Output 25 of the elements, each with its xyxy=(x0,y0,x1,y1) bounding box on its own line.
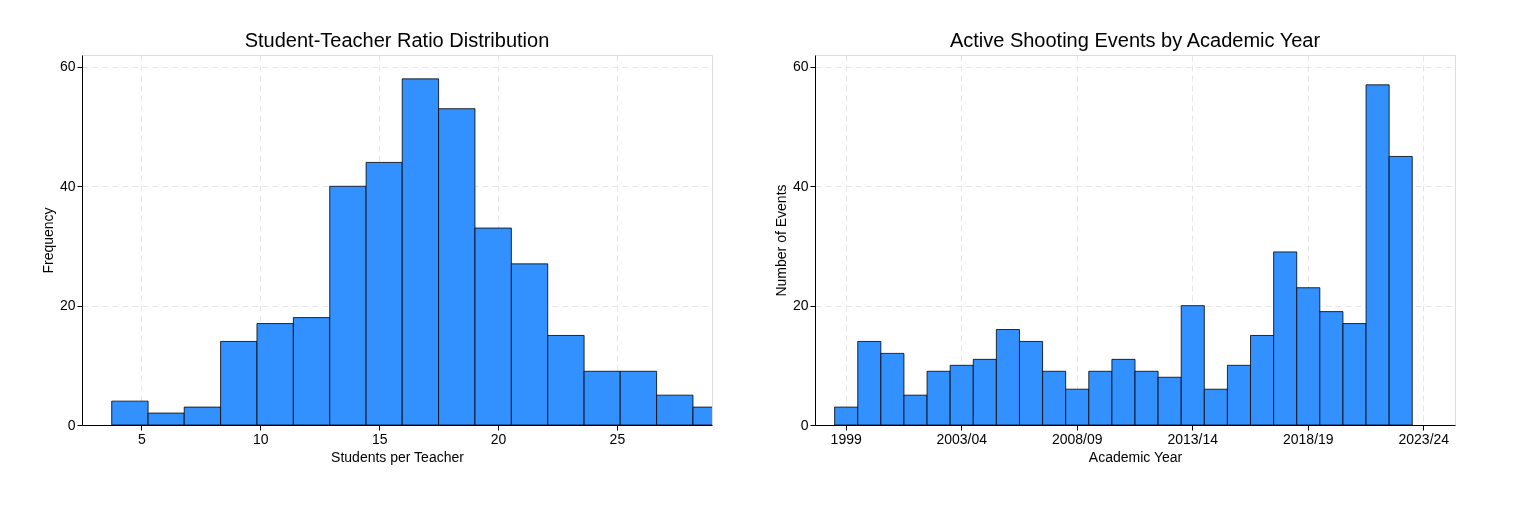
x-tick-label: 25 xyxy=(609,430,626,447)
x-tick-label: 2018/19 xyxy=(1282,430,1334,447)
chart-title: Active Shooting Events by Academic Year xyxy=(949,29,1321,51)
y-axis-title: Number of Events xyxy=(772,184,789,297)
y-tick-label: 60 xyxy=(792,58,809,75)
y-tick-label: 0 xyxy=(800,416,809,433)
x-tick-label: 20 xyxy=(490,430,507,447)
x-tick-label: 10 xyxy=(253,430,269,447)
x-tick-label: 2008/09 xyxy=(1051,430,1103,447)
x-tick-label: 1999 xyxy=(830,430,862,447)
y-tick-label: 20 xyxy=(59,297,76,314)
x-axis-title: Academic Year xyxy=(1088,448,1183,465)
x-tick-label: 2013/14 xyxy=(1167,430,1219,447)
y-tick-label: 40 xyxy=(59,177,76,194)
y-tick-label: 20 xyxy=(792,297,809,314)
x-axis-title: Students per Teacher xyxy=(331,448,465,465)
x-tick-label: 15 xyxy=(371,430,388,447)
x-tick-label: 5 xyxy=(138,430,147,447)
y-tick-label: 60 xyxy=(59,58,76,75)
y-axis-title: Frequency xyxy=(39,207,56,274)
x-tick-label: 2003/04 xyxy=(936,430,988,447)
y-tick-label: 0 xyxy=(67,416,76,433)
y-tick-label: 40 xyxy=(792,177,809,194)
chart-title: Student-Teacher Ratio Distribution xyxy=(244,29,550,51)
x-tick-label: 2023/24 xyxy=(1398,430,1450,447)
